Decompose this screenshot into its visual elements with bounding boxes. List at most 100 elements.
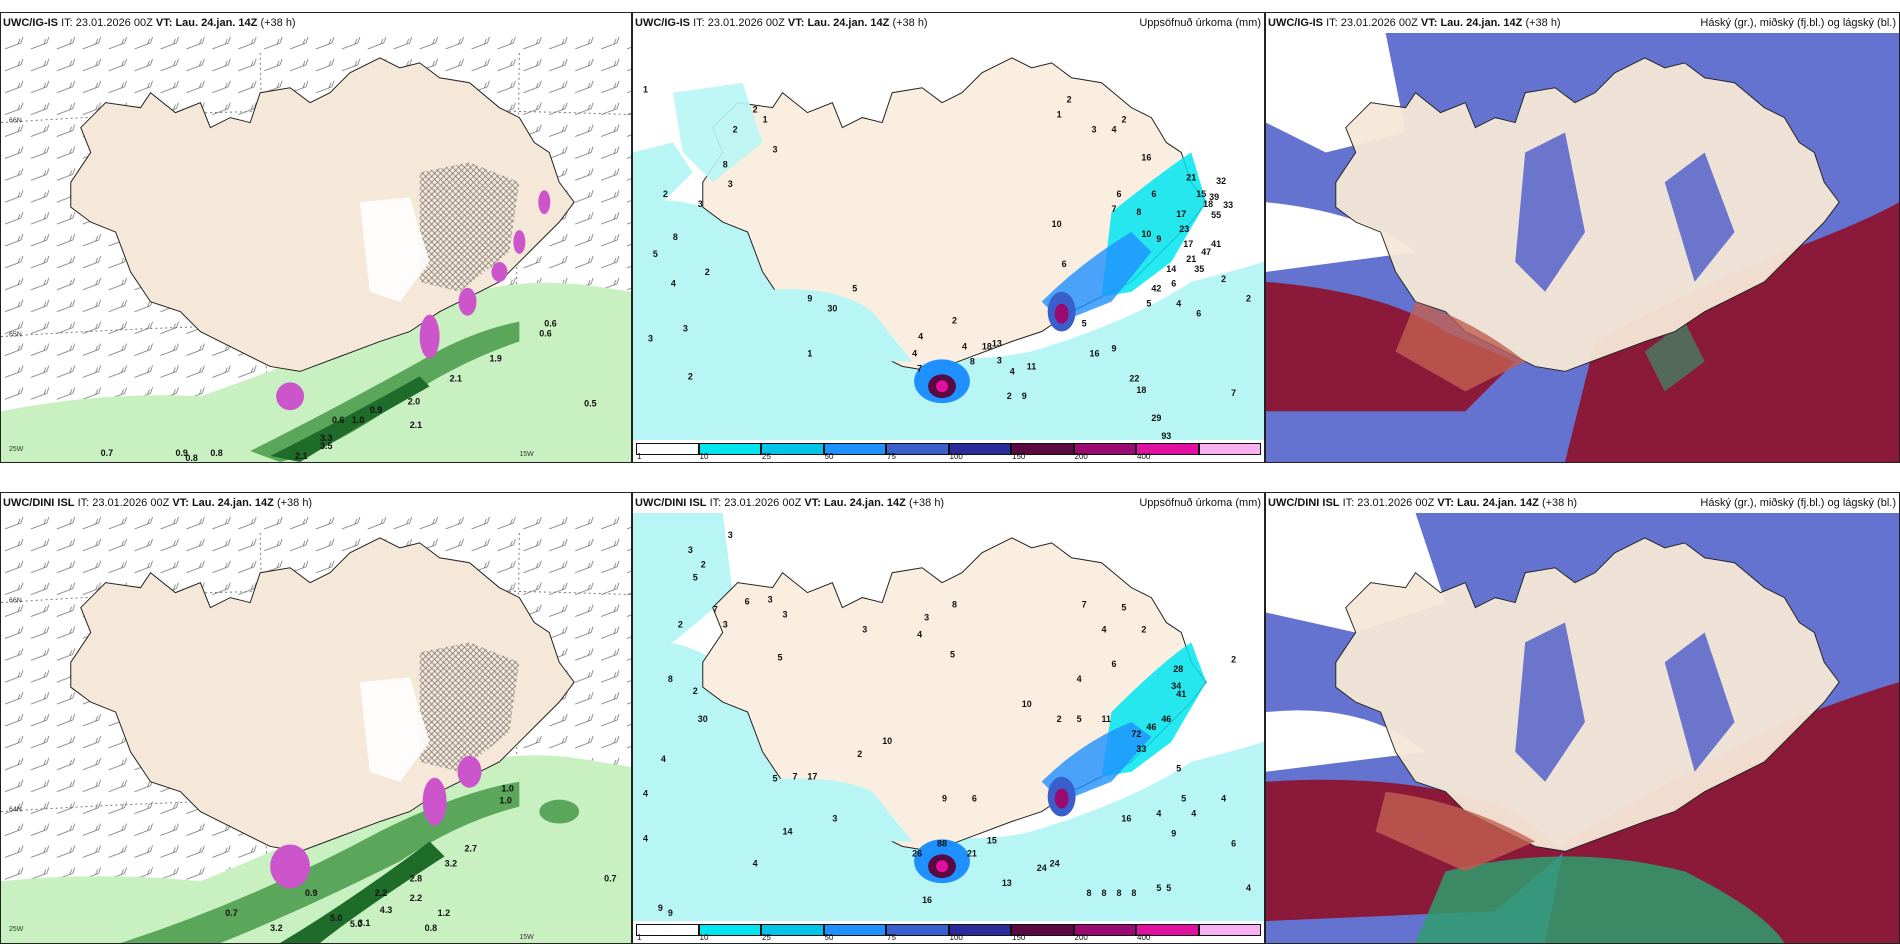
precip-value: 9: [1022, 391, 1027, 401]
precip-value: 4: [1221, 794, 1226, 804]
precip-value: 41: [1176, 689, 1186, 699]
precip-value: 7: [1231, 388, 1236, 398]
lat-label: 25W: [9, 446, 24, 453]
precip-value: 4: [643, 789, 648, 799]
panel-precip-bottom: UWC/DINI ISL IT: 23.01.2026 00Z VT: Lau.…: [632, 492, 1265, 944]
precip-colorbar: 1 10 25 50 75 100 150 200 400: [636, 443, 1261, 461]
precip-value: 11: [1027, 361, 1036, 371]
precip-value: 8: [952, 600, 957, 610]
precip-value: 6: [1062, 259, 1067, 269]
panel-clouds-bottom: UWC/DINI ISL IT: 23.01.2026 00Z VT: Lau.…: [1265, 492, 1900, 944]
precip-value: 21: [1186, 172, 1196, 182]
precip-value: 5: [1176, 764, 1181, 774]
precip-value: 29: [1151, 413, 1161, 423]
precip-value: 47: [1201, 247, 1211, 257]
precip-value: 4: [1010, 366, 1015, 376]
precip-value: 30: [827, 304, 837, 314]
precip-value: 4: [1156, 809, 1161, 819]
precip-value: 4: [1246, 883, 1251, 893]
precip-value: 28: [1173, 664, 1183, 674]
precip-label: 3.2: [270, 923, 282, 933]
precip-value: 4: [1191, 809, 1196, 819]
lon-label: 15W: [519, 451, 534, 458]
precip-label: 0.7: [225, 908, 237, 918]
precip-value: 4: [912, 348, 917, 358]
precip-value: 10: [1141, 229, 1151, 239]
precip-value: 4: [753, 858, 758, 868]
precip-value: 26: [912, 848, 922, 858]
precip-value: 1: [643, 85, 648, 95]
precip-value: 3: [648, 333, 653, 343]
precip-value: 17: [1183, 239, 1193, 249]
precip-value: 9: [668, 908, 673, 918]
precip-value: 2: [1121, 115, 1126, 125]
precip-value: 2: [753, 105, 758, 115]
lat-label: 66N: [9, 598, 22, 605]
precip-label: 3.2: [445, 858, 457, 868]
precip-label: 0.6: [539, 329, 551, 339]
precip-value: 14: [783, 826, 793, 836]
precip-value: 18: [982, 341, 992, 351]
panel-subtitle: Uppsöfnuð úrkoma (mm): [1139, 17, 1261, 29]
precip-value: 21: [1186, 254, 1196, 264]
precip-value: 9: [1156, 234, 1161, 244]
precip-value: 4: [1102, 624, 1107, 634]
precip-label: 4.3: [380, 905, 392, 915]
wind-map-svg: 66N 64N 25W 15W 1.0 1.0 0.7 2.7 3.2 2.8 …: [1, 513, 631, 943]
precip-value: 9: [1111, 343, 1116, 353]
precip-value: 5: [1121, 603, 1126, 613]
precip-value: 4: [1176, 299, 1181, 309]
precip-value: 24: [1050, 858, 1060, 868]
precip-value: 8: [668, 674, 673, 684]
precip-value: 4: [917, 629, 922, 639]
precip-value: 14: [1166, 264, 1176, 274]
precip-label: 5.0: [350, 919, 362, 929]
precip-value: 32: [1216, 176, 1226, 186]
precip-value: 3: [768, 595, 773, 605]
precip-label: 3.1: [358, 918, 370, 928]
precip-value: 6: [1196, 309, 1201, 319]
precip-value: 6: [1231, 838, 1236, 848]
precip-value: 16: [1121, 813, 1131, 823]
precip-value: 1: [1057, 110, 1062, 120]
precip-value: 33: [1136, 744, 1146, 754]
precip-value: 33: [1223, 200, 1233, 210]
precip-value: 3: [723, 619, 728, 629]
precip-label: 2.2: [410, 893, 422, 903]
precip-value: 21: [967, 848, 977, 858]
precip-label: 0.6: [332, 415, 344, 425]
precip-map-svg: 3 3 2 5 6 3 2 7 8 2 3 3 5 30 4 4 4 9 9 5: [633, 513, 1264, 921]
precip-label: 0.8: [425, 923, 437, 933]
precip-value: 3: [1092, 125, 1097, 135]
precip-value: 2: [1221, 274, 1226, 284]
precip-value: 6: [745, 597, 750, 607]
precip-value: 8: [970, 356, 975, 366]
precip-value: 2: [1141, 624, 1146, 634]
wind-map: 66N 64N 25W 15W 1.0 1.0 0.7 2.7 3.2 2.8 …: [1, 513, 631, 943]
precip-label: 0.9: [175, 448, 187, 458]
wind-map-svg: 66N 65N 25W 15W 0.6 0.6 0.7 0.5 2.0 2.1 …: [1, 33, 631, 462]
precip-value: 7: [713, 605, 718, 615]
precip-label: 1.0: [499, 796, 511, 806]
precip-value: 8: [1131, 888, 1136, 898]
precip-value: 5: [1082, 319, 1087, 329]
precip-value: 46: [1161, 714, 1171, 724]
precip-value: 2: [688, 371, 693, 381]
precip-value: 7: [917, 363, 922, 373]
precip-label: 0.5: [584, 398, 596, 408]
precip-value: 7: [1082, 600, 1087, 610]
precip-value: 6: [1116, 189, 1121, 199]
precip-label: 2.1: [295, 451, 307, 461]
precip-value: 8: [1116, 888, 1121, 898]
precip-value: 8: [1102, 888, 1107, 898]
precip-value: 11: [1102, 714, 1111, 724]
precip-value: 2: [952, 316, 957, 326]
precip-value: 7: [1111, 204, 1116, 214]
precip-value: 42: [1151, 284, 1161, 294]
precip-value: 3: [728, 179, 733, 189]
precip-label: 0.9: [305, 888, 317, 898]
precip-value: 88: [937, 838, 947, 848]
precip-value: 6: [1111, 659, 1116, 669]
precip-value: 6: [972, 794, 977, 804]
precip-value: 55: [1211, 210, 1221, 220]
